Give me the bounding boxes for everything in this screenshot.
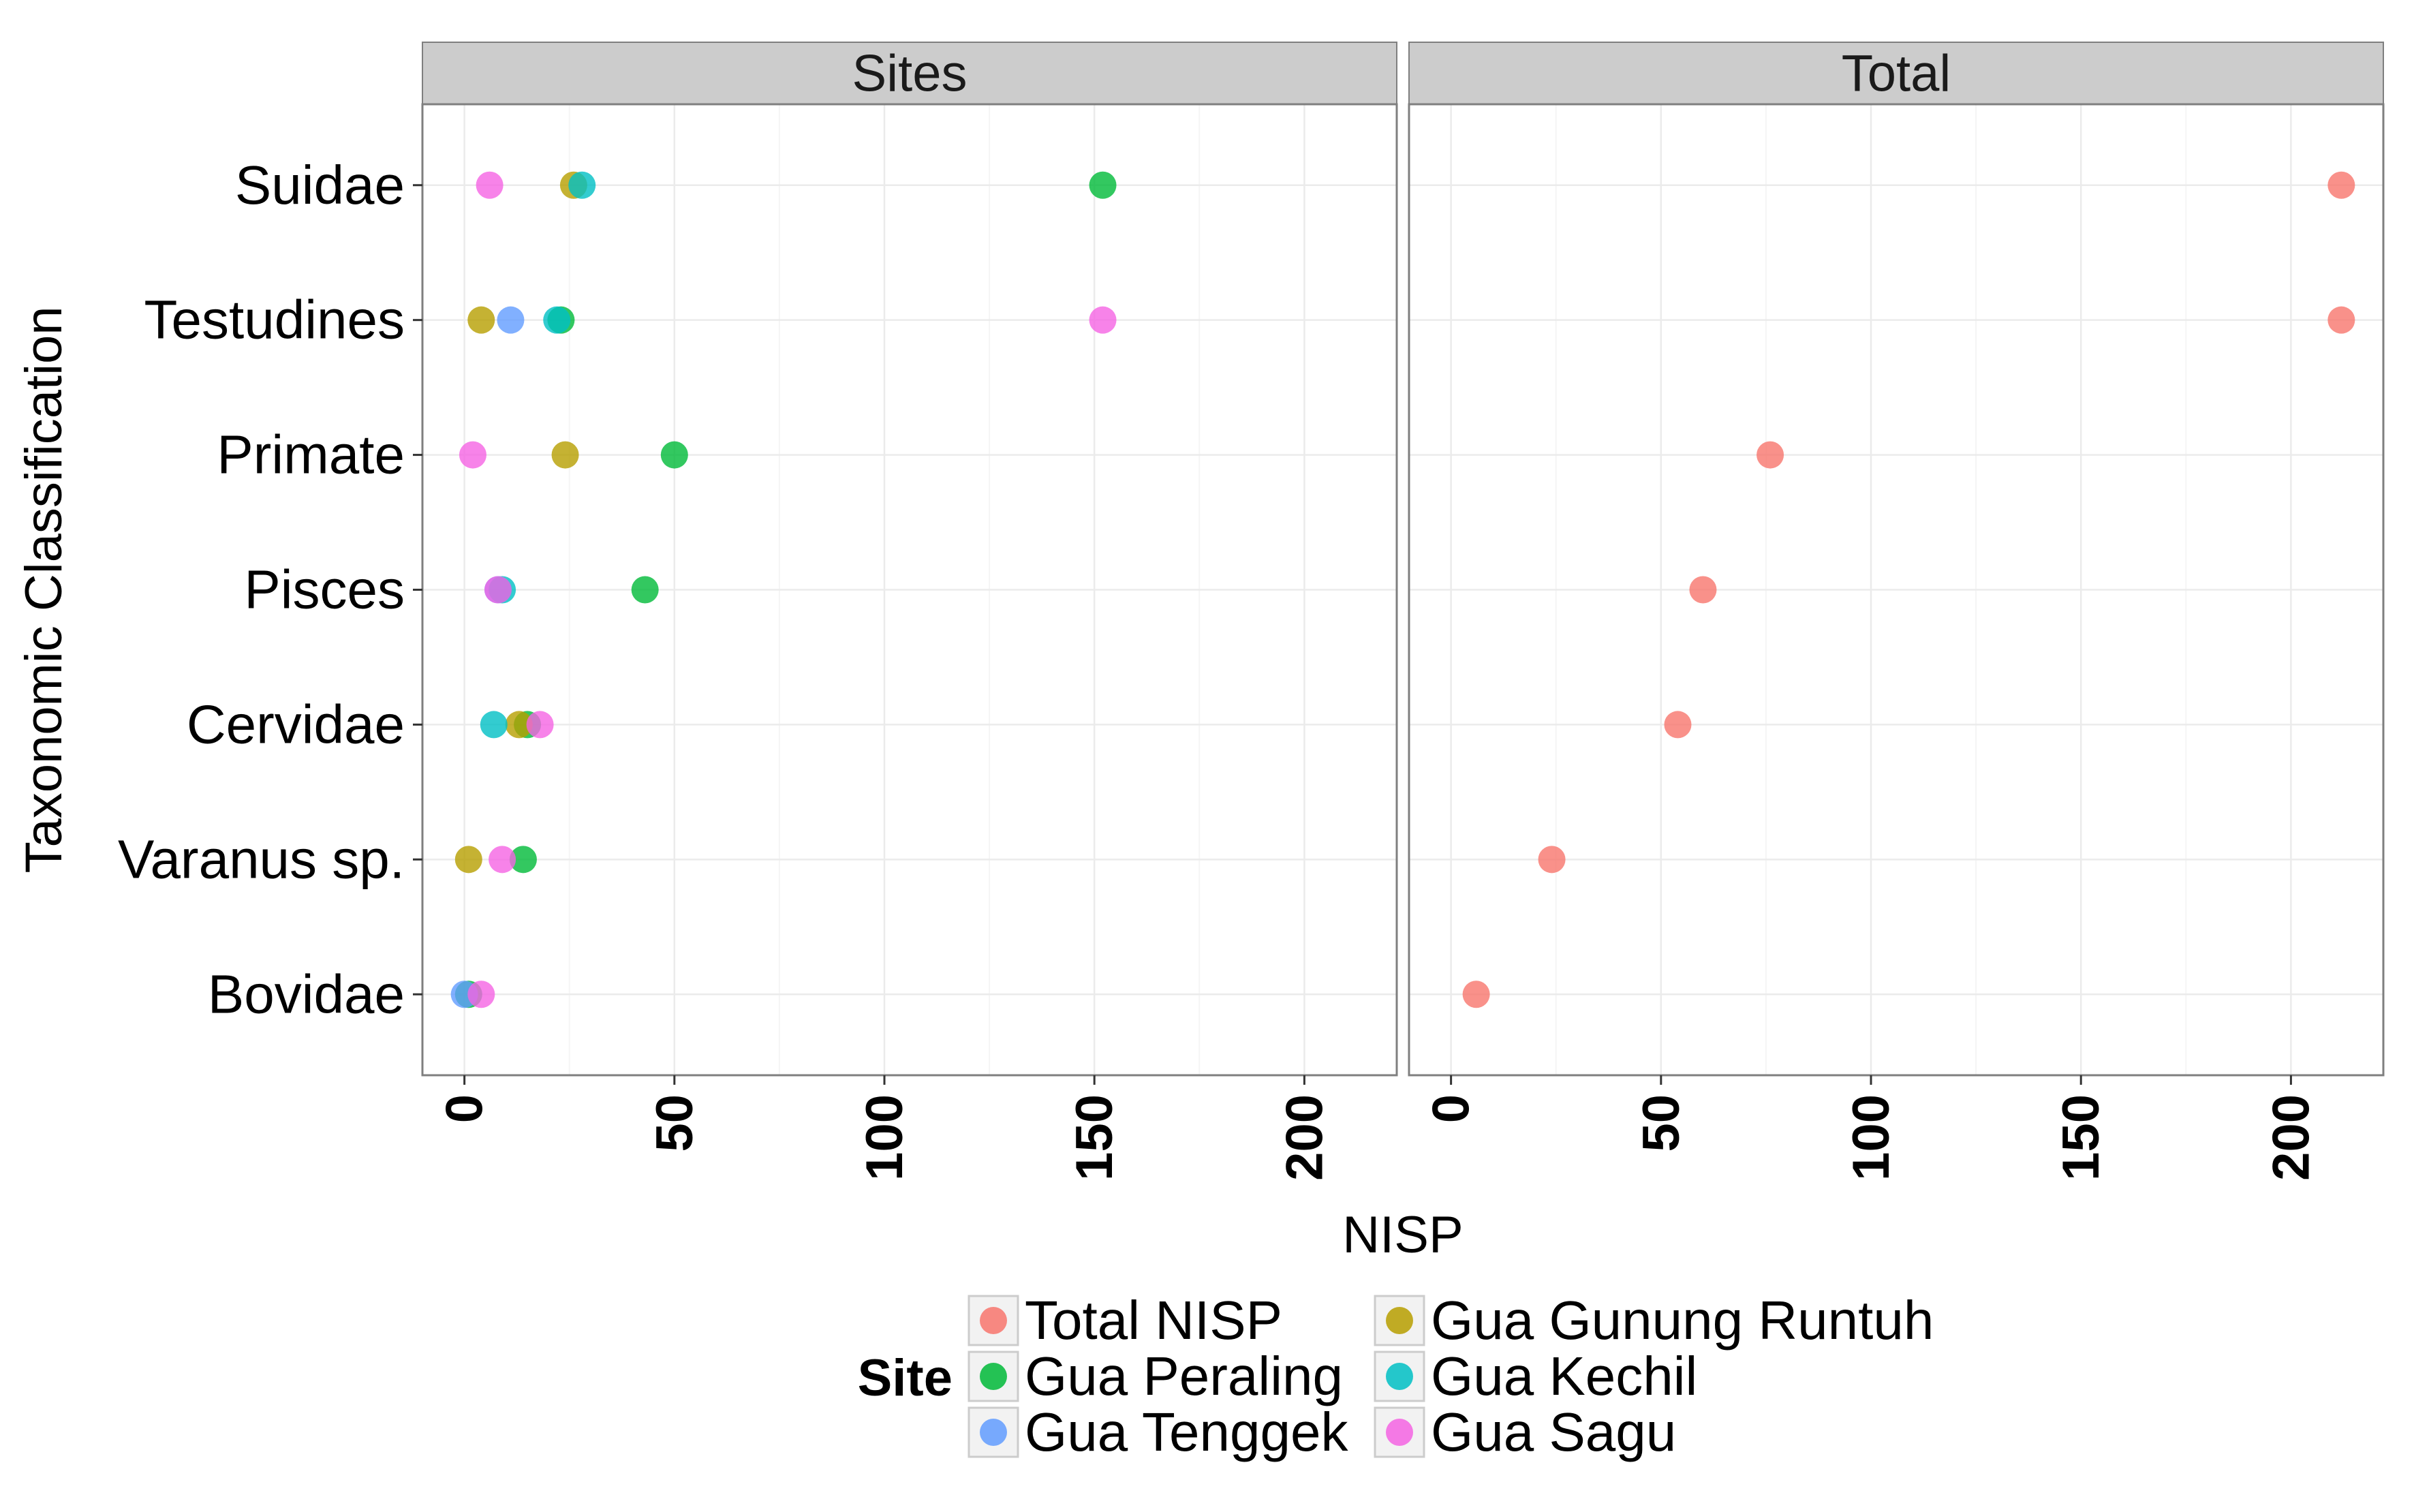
x-tick-label-total-150: 150 [2052,1094,2110,1181]
facet-strip-sites [422,42,1397,105]
legend-title: Site [858,1349,953,1407]
point-gua-kechil-testudines [543,306,571,334]
legend-label-gua-tenggek: Gua Tenggek [1025,1402,1348,1462]
legend-swatch-gua-tenggek [980,1419,1007,1446]
point-total-nisp-suidae [2327,171,2355,199]
point-gua-kechil-suidae [568,171,596,199]
point-gua-gunung-runtuh-primate [551,441,579,469]
legend-swatch-gua-sagu [1386,1419,1413,1446]
point-gua-sagu-pisces [484,576,512,604]
x-axis-title: NISP [1342,1206,1463,1264]
panel-border-total [1408,103,2385,1077]
point-total-nisp-testudines [2327,306,2355,334]
legend-item-gua-tenggek: Gua Tenggek [968,1402,1348,1462]
point-gua-tenggek-testudines [497,306,525,334]
legend-label-gua-peraling: Gua Peraling [1025,1346,1343,1406]
x-tick-label-total-50: 50 [1632,1094,1690,1152]
y-tick-label-testudines: Testudines [144,290,405,350]
point-gua-gunung-runtuh-testudines [467,306,495,334]
point-total-nisp-primate [1757,441,1784,469]
point-total-nisp-varanus-sp [1538,846,1566,874]
point-gua-peraling-pisces [631,576,659,604]
x-tick-label-sites-50: 50 [646,1094,704,1152]
legend-item-gua-gunung-runtuh: Gua Gunung Runtuh [1374,1290,1934,1351]
legend-label-gua-gunung-runtuh: Gua Gunung Runtuh [1431,1290,1934,1351]
x-tick-label-sites-200: 200 [1275,1094,1333,1181]
point-gua-peraling-varanus-sp [509,846,537,874]
legend-item-total-nisp: Total NISP [968,1290,1282,1351]
x-tick-label-sites-150: 150 [1066,1094,1124,1181]
y-tick-label-pisces: Pisces [244,559,405,620]
legend-swatch-gua-gunung-runtuh [1386,1307,1413,1334]
legend-label-gua-kechil: Gua Kechil [1431,1346,1697,1406]
y-tick-label-cervidae: Cervidae [187,694,405,754]
legend-swatch-gua-kechil [1386,1363,1413,1390]
legend-label-total-nisp: Total NISP [1025,1290,1282,1351]
legend-label-gua-sagu: Gua Sagu [1431,1402,1676,1462]
x-tick-label-total-0: 0 [1423,1094,1481,1123]
point-total-nisp-bovidae [1462,981,1490,1008]
y-tick-label-bovidae: Bovidae [208,963,405,1024]
x-tick-label-sites-100: 100 [856,1094,914,1181]
point-gua-gunung-runtuh-varanus-sp [454,846,482,874]
facet-label-total: Total [1842,45,1951,103]
legend-item-gua-peraling: Gua Peraling [968,1346,1343,1406]
y-tick-label-primate: Primate [217,425,405,485]
y-axis-title: Taxonomic Classification [15,306,73,873]
point-total-nisp-pisces [1689,576,1717,604]
point-gua-peraling-primate [660,441,688,469]
facet-label-sites: Sites [852,45,968,103]
point-gua-sagu-testudines [1089,306,1117,334]
x-tick-label-total-100: 100 [1842,1094,1900,1181]
legend-swatch-total-nisp [980,1307,1007,1334]
point-gua-sagu-primate [459,441,486,469]
x-tick-label-total-200: 200 [2262,1094,2320,1181]
point-gua-sagu-cervidae [526,711,554,739]
legend-item-gua-kechil: Gua Kechil [1374,1346,1697,1406]
point-gua-sagu-varanus-sp [489,846,516,874]
point-total-nisp-cervidae [1664,711,1692,739]
x-tick-label-sites-0: 0 [436,1094,494,1123]
legend-swatch-gua-peraling [980,1363,1007,1390]
point-gua-sagu-bovidae [467,981,495,1008]
point-gua-peraling-suidae [1089,171,1117,199]
point-gua-gunung-runtuh-cervidae [505,711,533,739]
y-tick-label-suidae: Suidae [235,155,405,215]
point-gua-kechil-cervidae [480,711,508,739]
y-tick-label-varanus-sp: Varanus sp. [118,829,405,889]
point-gua-sagu-suidae [476,171,504,199]
facet-strip-total [1408,42,2384,105]
legend-item-gua-sagu: Gua Sagu [1374,1402,1676,1462]
